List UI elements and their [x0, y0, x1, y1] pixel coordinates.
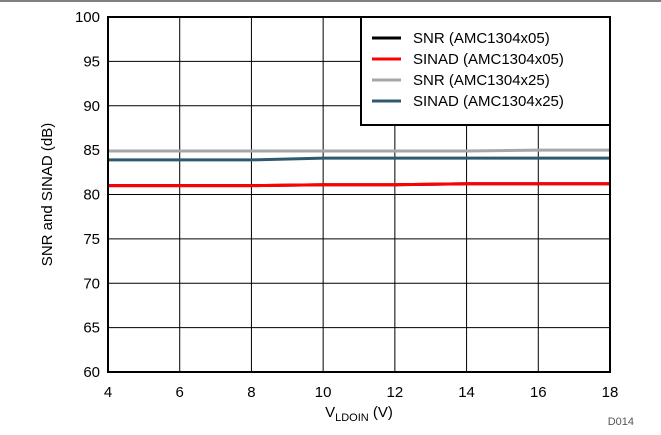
y-tick-label-6: 90 — [83, 98, 100, 115]
legend-label-2: SNR (AMC1304x25) — [413, 72, 550, 89]
y-tick-label-7: 95 — [83, 53, 100, 70]
y-tick-label-2: 70 — [83, 275, 100, 292]
y-tick-labels: 60 65 70 75 80 85 90 95 100 — [75, 9, 100, 381]
legend-box — [360, 16, 611, 126]
series-line-3 — [108, 156, 610, 162]
y-axis-title: SNR and SINAD (dB) — [39, 123, 56, 266]
y-tick-label-1: 65 — [83, 320, 100, 337]
x-axis-title-main: V — [325, 404, 335, 421]
legend-label-1: SINAD (AMC1304x05) — [413, 51, 564, 68]
x-axis-title-suffix: (V) — [369, 404, 393, 421]
plot-frame — [107, 16, 611, 373]
x-tick-labels: 4 6 8 10 12 14 16 18 — [104, 384, 619, 401]
x-tick-label-0: 4 — [104, 384, 112, 401]
x-tick-label-1: 6 — [176, 384, 184, 401]
series-layer — [108, 148, 610, 188]
y-tick-label-8: 100 — [75, 9, 100, 26]
legend-label-3: SINAD (AMC1304x25) — [413, 93, 564, 110]
x-tick-label-3: 10 — [315, 384, 332, 401]
x-tick-label-6: 16 — [530, 384, 547, 401]
x-tick-label-5: 14 — [458, 384, 475, 401]
x-axis-title: VLDOIN (V) — [325, 404, 393, 424]
y-tick-label-3: 75 — [83, 231, 100, 248]
legend: SNR (AMC1304x05) SINAD (AMC1304x05) SNR (A… — [360, 16, 611, 126]
y-tick-label-4: 80 — [83, 187, 100, 204]
x-tick-label-4: 12 — [387, 384, 404, 401]
figure-code: D014 — [608, 416, 634, 428]
legend-label-0: SNR (AMC1304x05) — [413, 30, 550, 47]
series-line-1 — [108, 182, 610, 188]
x-tick-label-7: 18 — [602, 384, 619, 401]
series-line-2 — [108, 148, 610, 153]
y-tick-label-0: 60 — [83, 364, 100, 381]
x-tick-label-2: 8 — [247, 384, 255, 401]
y-tick-label-5: 85 — [83, 142, 100, 159]
x-axis-title-subscript: LDOIN — [335, 412, 369, 424]
